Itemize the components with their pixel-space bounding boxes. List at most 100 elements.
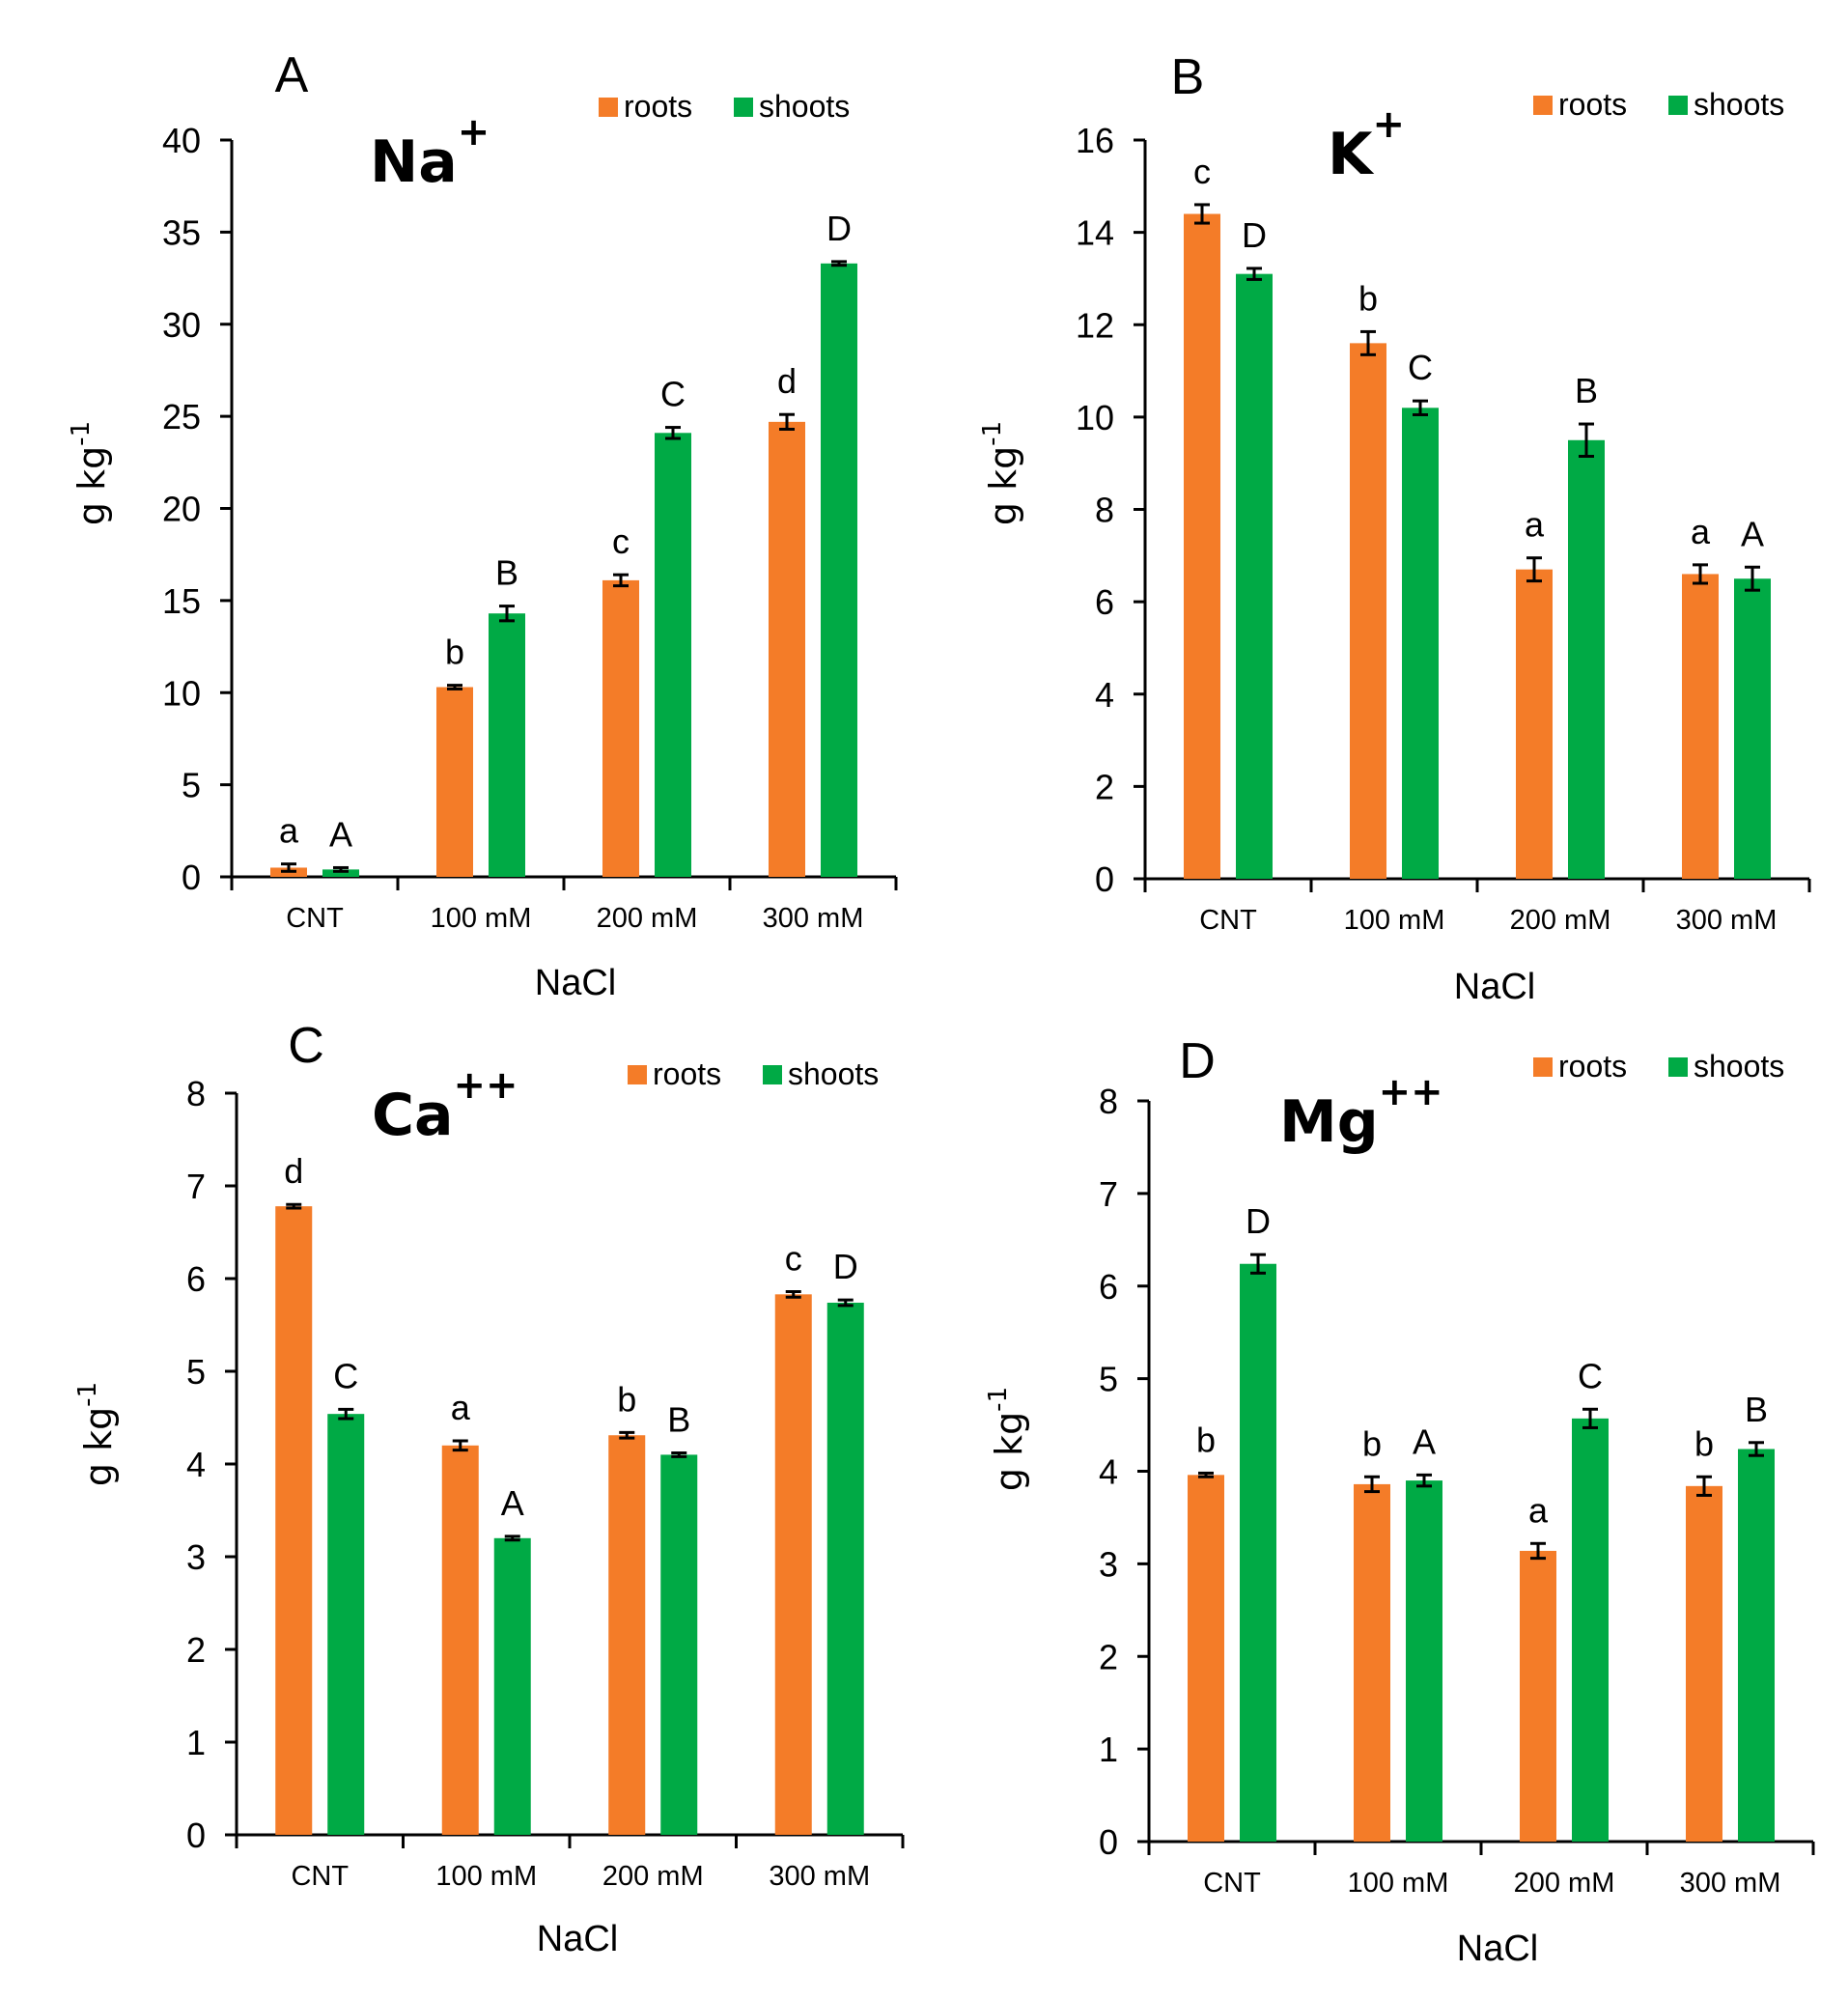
legend-swatch-roots [1533, 96, 1553, 115]
y-tick-label: 20 [162, 490, 201, 529]
significance-letter-roots: a [451, 1388, 471, 1427]
y-tick-label: 0 [186, 1816, 206, 1855]
legend: roots shoots [1533, 1049, 1784, 1084]
error-bar-shoots [499, 605, 515, 623]
y-tick-label: 8 [186, 1074, 206, 1113]
y-tick-label: 10 [1076, 398, 1114, 437]
error-bar-shoots [1582, 1407, 1598, 1429]
ion-title-superscript: + [458, 110, 490, 155]
legend-swatch-roots [599, 98, 618, 117]
panel-a-na: A Na+ roots shoots 0 5 10 15 20 25 30 35 40 CNT 100 mM… [67, 47, 898, 1003]
legend: roots shoots [1533, 87, 1784, 122]
y-tick-label: 3 [186, 1537, 206, 1577]
bar-roots [436, 687, 473, 877]
y-tick-label: 4 [1099, 1452, 1118, 1492]
bar-shoots [1572, 1418, 1609, 1842]
y-tick-label: 6 [186, 1259, 206, 1299]
y-tick-label: 8 [1095, 491, 1114, 530]
y-tick-label: 10 [162, 673, 201, 713]
ion-title: Ca++ [372, 1063, 518, 1149]
significance-letter-shoots: D [833, 1247, 858, 1286]
y-tick-label: 2 [1095, 767, 1114, 806]
x-tick-label: 200 mM [1514, 1868, 1615, 1899]
error-bar-roots [447, 684, 462, 690]
y-tick-label: 0 [1095, 859, 1114, 899]
bar-roots [608, 1435, 646, 1835]
y-tick-label: 4 [186, 1445, 206, 1484]
x-axis-title: NaCl [1457, 1929, 1538, 1969]
x-tick-label: 300 mM [1680, 1868, 1781, 1899]
significance-letter-roots: b [1196, 1420, 1216, 1459]
significance-letter-roots: b [1694, 1423, 1714, 1463]
bar-shoots [1734, 578, 1771, 879]
legend-swatch-roots [1533, 1057, 1553, 1077]
significance-letter-shoots: D [1246, 1201, 1271, 1241]
x-tick-label: CNT [1203, 1868, 1261, 1899]
x-tick-label: 300 mM [1676, 905, 1778, 936]
significance-letter-shoots: C [333, 1356, 358, 1395]
y-tick-label: 40 [162, 121, 201, 160]
y-tick-label: 6 [1095, 582, 1114, 622]
x-tick-label: 200 mM [602, 1861, 704, 1892]
y-tick-label: 30 [162, 305, 201, 345]
significance-letter-roots: b [617, 1379, 636, 1419]
error-bar-roots [1693, 563, 1708, 585]
error-bar-roots [1526, 556, 1542, 583]
significance-letter-shoots: A [329, 814, 352, 854]
y-axis-title: g kg-1 [978, 421, 1024, 525]
x-tick-label: CNT [286, 903, 344, 934]
error-bar-shoots [671, 1450, 687, 1458]
y-tick-label: 8 [1099, 1082, 1118, 1121]
error-bar-shoots [1579, 422, 1594, 459]
legend-label-roots: roots [1558, 87, 1627, 122]
significance-letter-roots: b [1358, 278, 1378, 318]
x-axis-title: NaCl [535, 963, 616, 1003]
significance-letter-shoots: A [1741, 514, 1764, 553]
y-tick-label: 1 [186, 1723, 206, 1762]
y-tick-label: 2 [186, 1630, 206, 1670]
error-bar-shoots [837, 1298, 854, 1308]
bar-roots [1682, 574, 1719, 879]
bar-shoots [655, 433, 691, 877]
error-bar-roots [1530, 1541, 1546, 1561]
y-tick-label: 0 [1099, 1822, 1118, 1862]
panel-letter: D [1179, 1033, 1216, 1089]
y-tick-label: 35 [162, 212, 201, 252]
bar-shoots [322, 869, 359, 877]
y-tick-label: 5 [186, 1352, 206, 1392]
error-bar-shoots [504, 1534, 520, 1542]
legend-label-roots: roots [624, 89, 692, 124]
significance-letter-shoots: A [501, 1483, 524, 1523]
significance-letter-roots: c [1193, 152, 1211, 191]
y-tick-label: 15 [162, 581, 201, 621]
y-tick-label: 25 [162, 397, 201, 436]
bar-roots [1516, 569, 1553, 879]
ion-title-superscript: + [1373, 102, 1406, 147]
error-bar-shoots [1416, 1473, 1432, 1488]
legend-swatch-shoots [1668, 1057, 1688, 1077]
ion-title-superscript: ++ [454, 1063, 518, 1108]
significance-letter-shoots: C [1408, 348, 1433, 387]
panel-letter: C [288, 1018, 324, 1074]
bar-roots [1686, 1485, 1722, 1842]
error-bar-roots [1198, 1471, 1214, 1478]
panel-b-k: B K+ roots shoots 0 2 4 6 8 10 12 14 16 CNT 100 mM 200 … [978, 49, 1811, 1007]
x-tick-label: CNT [291, 1861, 349, 1892]
bar-shoots [1402, 408, 1439, 879]
ion-title: Na+ [370, 110, 490, 196]
y-axis-title: g kg-1 [73, 1382, 120, 1486]
error-bar-roots [1194, 203, 1210, 225]
error-bar-roots [1696, 1475, 1712, 1497]
bar-shoots [826, 1302, 864, 1835]
bar-shoots [1236, 273, 1273, 879]
bar-shoots [1240, 1263, 1276, 1842]
significance-letter-shoots: C [660, 375, 686, 414]
significance-letter-shoots: B [667, 1399, 690, 1439]
significance-letter-roots: b [1362, 1423, 1382, 1463]
panel-letter: B [1171, 49, 1205, 105]
y-axis-title-superscript: -1 [978, 421, 1007, 446]
bar-roots [1184, 213, 1220, 879]
x-tick-label: 100 mM [435, 1861, 537, 1892]
